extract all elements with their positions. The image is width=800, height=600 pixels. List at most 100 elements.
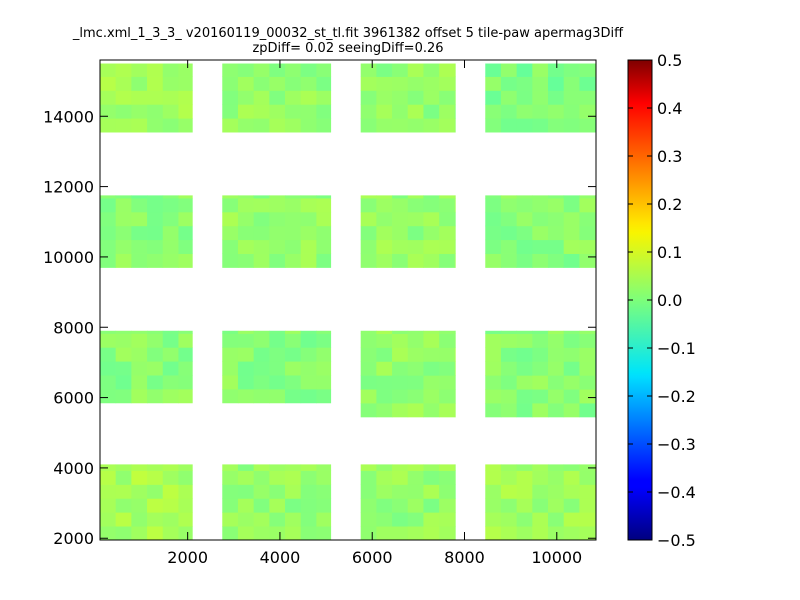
heatmap-cell bbox=[269, 104, 286, 119]
heatmap-cell bbox=[360, 330, 377, 334]
x-tick-label: 4000 bbox=[260, 548, 301, 567]
heatmap-cell bbox=[454, 375, 456, 390]
heatmap-cell bbox=[316, 361, 332, 376]
heatmap-cell bbox=[131, 330, 148, 334]
heatmap-cell bbox=[485, 118, 502, 133]
heatmap-cell bbox=[360, 195, 377, 199]
heatmap-cell bbox=[563, 118, 580, 133]
heatmap-cell bbox=[115, 347, 132, 362]
heatmap-cell bbox=[563, 330, 580, 334]
heatmap-cell bbox=[423, 104, 440, 119]
heatmap-cell bbox=[222, 526, 239, 541]
heatmap-cell bbox=[285, 104, 302, 119]
heatmap-cell bbox=[100, 330, 117, 334]
heatmap-cell bbox=[423, 225, 440, 241]
heatmap-cell bbox=[115, 118, 132, 133]
heatmap-cell bbox=[579, 470, 596, 485]
heatmap-cell bbox=[392, 403, 409, 418]
heatmap-cell bbox=[253, 330, 270, 334]
heatmap-cell bbox=[516, 195, 533, 199]
heatmap-cell bbox=[269, 347, 286, 362]
colorbar-tick-label: 0.2 bbox=[657, 195, 682, 214]
heatmap-cell bbox=[532, 526, 549, 541]
heatmap-cell bbox=[131, 484, 148, 499]
y-tick-label: 4000 bbox=[53, 459, 94, 478]
heatmap-cell bbox=[131, 498, 148, 513]
heatmap-cell bbox=[237, 512, 255, 527]
heatmap-cell bbox=[300, 76, 317, 91]
heatmap-cell bbox=[407, 330, 424, 334]
heatmap-cell bbox=[100, 375, 117, 390]
heatmap-cell bbox=[548, 76, 565, 91]
heatmap-cell bbox=[147, 484, 164, 499]
colorbar-tick-label: −0.1 bbox=[657, 339, 696, 358]
heatmap-cell bbox=[516, 198, 533, 213]
heatmap-cell bbox=[222, 512, 239, 527]
heatmap-cell bbox=[500, 211, 518, 227]
heatmap-cell bbox=[178, 90, 193, 105]
heatmap-cell bbox=[423, 498, 440, 513]
heatmap-cell bbox=[316, 63, 332, 77]
heatmap-cell bbox=[454, 512, 456, 527]
heatmap-cell bbox=[147, 464, 164, 471]
heatmap-cell bbox=[423, 403, 440, 418]
heatmap-cell bbox=[269, 512, 286, 527]
heatmap-cell bbox=[579, 76, 596, 91]
heatmap-cell bbox=[222, 347, 239, 362]
heatmap-cell bbox=[300, 347, 317, 362]
heatmap-cell bbox=[162, 239, 179, 254]
heatmap-cell bbox=[147, 330, 164, 334]
heatmap-cell bbox=[485, 253, 502, 268]
heatmap-cell bbox=[285, 347, 302, 362]
heatmap-cell bbox=[423, 76, 440, 91]
heatmap-cell bbox=[407, 333, 424, 348]
heatmap-cell bbox=[563, 104, 580, 119]
heatmap-cell bbox=[162, 63, 179, 77]
heatmap-cell bbox=[316, 464, 332, 471]
heatmap-cell bbox=[285, 90, 302, 105]
heatmap-cell bbox=[131, 118, 148, 133]
heatmap-cell bbox=[516, 90, 533, 105]
x-tick-label: 8000 bbox=[444, 548, 485, 567]
heatmap-cell bbox=[131, 388, 148, 404]
heatmap-cell bbox=[579, 239, 596, 254]
chart-title-line1: _lmc.xml_1_3_3_ v20160119_00032_st_tl.fi… bbox=[72, 26, 624, 41]
heatmap-cell bbox=[516, 512, 533, 527]
heatmap-cell bbox=[253, 198, 270, 213]
heatmap-cell bbox=[407, 389, 424, 404]
heatmap-cell bbox=[392, 333, 409, 348]
heatmap-cell bbox=[532, 361, 549, 376]
heatmap-cell bbox=[269, 76, 286, 91]
heatmap-cell bbox=[300, 333, 317, 348]
heatmap-cell bbox=[423, 464, 440, 471]
heatmap-cell bbox=[485, 526, 502, 541]
heatmap-cell bbox=[269, 211, 286, 227]
heatmap-cell bbox=[237, 211, 255, 227]
heatmap-cell bbox=[485, 333, 502, 348]
heatmap-cell bbox=[407, 470, 424, 485]
heatmap-cell bbox=[376, 225, 393, 241]
heatmap-cell bbox=[237, 253, 255, 268]
heatmap-cell bbox=[563, 63, 580, 77]
colorbar-tick-label: −0.2 bbox=[657, 387, 696, 406]
y-tick-label: 2000 bbox=[53, 529, 94, 548]
heatmap-cell bbox=[162, 198, 179, 213]
heatmap-cell bbox=[222, 63, 239, 77]
heatmap-cell bbox=[316, 76, 332, 91]
heatmap-cell bbox=[407, 512, 424, 527]
heatmap-cell bbox=[563, 347, 580, 362]
heatmap-cell bbox=[300, 118, 317, 133]
heatmap-cell bbox=[147, 211, 164, 227]
heatmap-cell bbox=[316, 484, 332, 499]
heatmap-cell bbox=[100, 388, 117, 404]
heatmap-cell bbox=[178, 104, 193, 119]
heatmap-cell bbox=[115, 63, 132, 77]
heatmap-cell bbox=[300, 512, 317, 527]
heatmap-cell bbox=[563, 470, 580, 485]
heatmap-cell bbox=[253, 375, 270, 390]
heatmap-cell bbox=[532, 330, 549, 334]
heatmap-cell bbox=[548, 347, 565, 362]
heatmap-cell bbox=[454, 195, 456, 199]
heatmap-cell bbox=[253, 76, 270, 91]
heatmap-cell bbox=[162, 225, 179, 241]
